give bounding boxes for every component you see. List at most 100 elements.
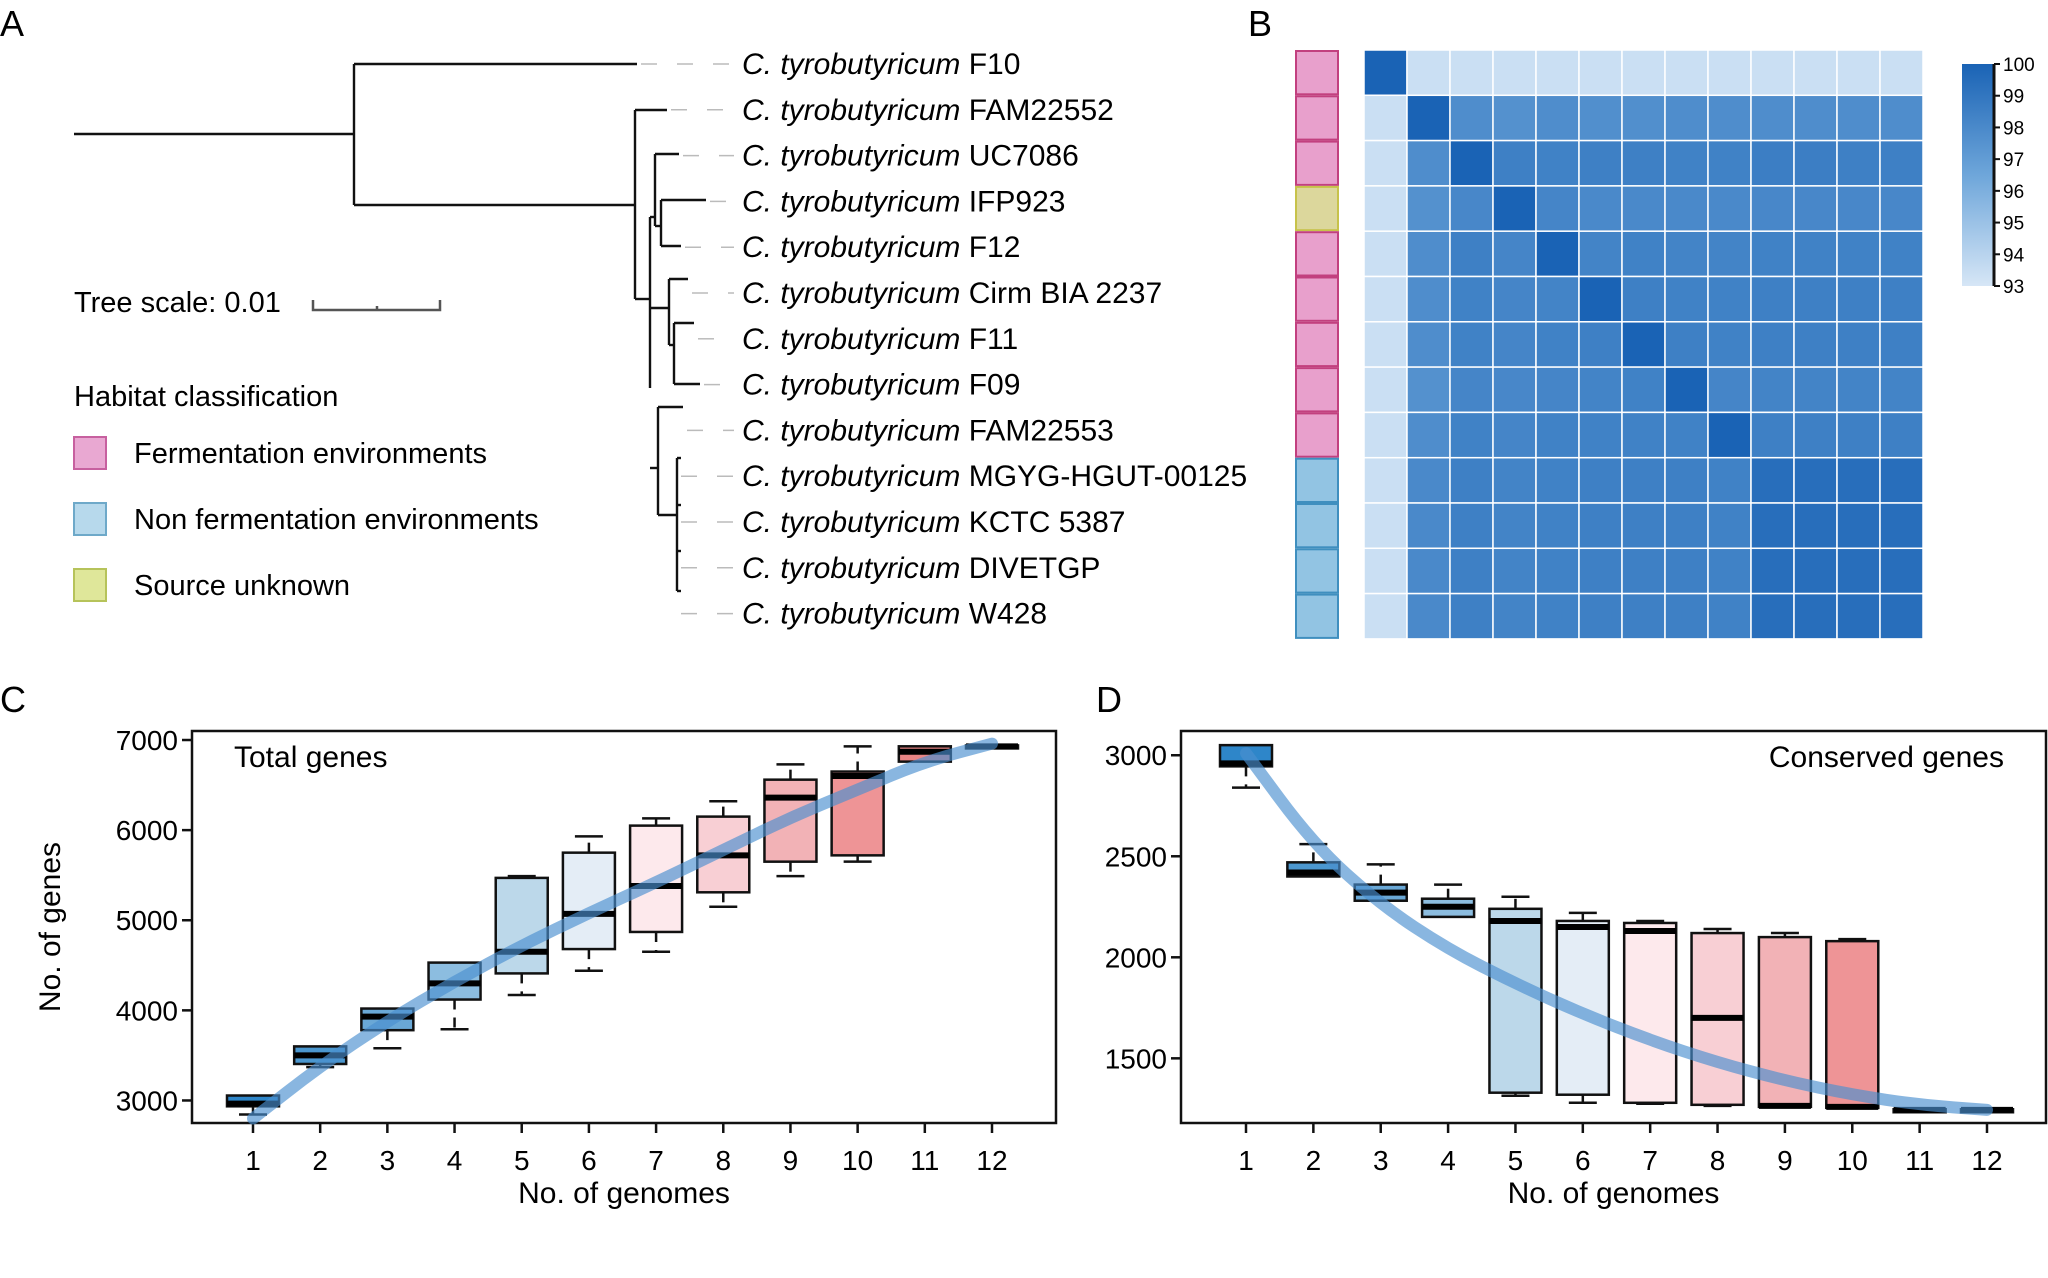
heatmap-cell (1406, 502, 1451, 550)
heatmap-cell (1879, 502, 1924, 550)
tree-scale-bar (311, 300, 442, 312)
heatmap-cell (1492, 94, 1537, 142)
heatmap-cell (1578, 366, 1623, 414)
heatmap-cell (1836, 49, 1881, 97)
heatmap-cell (1363, 49, 1408, 97)
heatmap-cell (1750, 94, 1795, 142)
heatmap-cell (1492, 321, 1537, 368)
tree-scale-label: Tree scale: 0.01 (74, 287, 281, 319)
colorbar-tick-label: 100 (2003, 55, 2035, 76)
heatmap-cell (1535, 94, 1580, 142)
heatmap-cell (1535, 411, 1580, 459)
taxon-label: C. tyrobutyricum MGYG-HGUT-00125 (742, 460, 1247, 493)
y-axis-title: No. of genes (34, 842, 67, 1012)
x-tick-label: 2 (312, 1145, 328, 1176)
heatmap-cell (1750, 411, 1795, 459)
heatmap-cell (1449, 502, 1494, 550)
legend-title: Habitat classification (74, 381, 338, 413)
heatmap-cell (1578, 94, 1623, 142)
y-tick-label: 7000 (116, 725, 178, 756)
heatmap-cell (1363, 139, 1408, 187)
heatmap-cell (1707, 94, 1752, 142)
heatmap-cell (1363, 592, 1408, 640)
panel-label-c: C (0, 679, 26, 720)
heatmap-cell (1664, 275, 1709, 323)
heatmap-cell (1664, 456, 1709, 504)
legend-swatch (73, 436, 107, 470)
taxon-strain: FAM22553 (969, 414, 1114, 447)
heatmap-cell (1707, 366, 1752, 414)
box (1622, 921, 1678, 1105)
heatmap-cell (1793, 321, 1838, 368)
heatmap-cell (1449, 139, 1494, 187)
taxon-genus: C. tyrobutyricum (742, 506, 969, 539)
heatmap-cell (1578, 456, 1623, 504)
heatmap-cell (1535, 366, 1580, 414)
annotation-cell (1295, 457, 1339, 504)
x-tick-label: 7 (1642, 1145, 1658, 1176)
heatmap-cell (1363, 94, 1408, 142)
heatmap-cell (1664, 547, 1709, 595)
heatmap-cell (1793, 139, 1838, 187)
heatmap-cell (1449, 321, 1494, 368)
x-tick-label: 10 (842, 1145, 873, 1176)
heatmap-cell (1793, 49, 1838, 97)
heatmap-cell (1363, 185, 1408, 232)
fit-curve (247, 737, 998, 1125)
heatmap-cell (1750, 502, 1795, 550)
heatmap-cell (1449, 185, 1494, 232)
heatmap-cell (1621, 94, 1666, 142)
heatmap-cell (1406, 185, 1451, 232)
taxon-strain: F11 (969, 323, 1018, 356)
heatmap-cell (1621, 456, 1666, 504)
heatmap-cell (1406, 411, 1451, 459)
colorbar-tick-label: 93 (2003, 277, 2024, 298)
heatmap-cell (1535, 592, 1580, 640)
taxon-label: C. tyrobutyricum FAM22553 (742, 414, 1114, 447)
heatmap-cell (1406, 94, 1451, 142)
taxon-genus: C. tyrobutyricum (742, 460, 969, 493)
x-tick-label: 7 (648, 1145, 664, 1176)
heatmap-cell (1621, 230, 1666, 278)
heatmap-cell (1621, 321, 1666, 368)
box (1825, 939, 1880, 1110)
heatmap-cell (1449, 547, 1494, 595)
heatmap-cell (1793, 547, 1838, 595)
heatmap-cell (1363, 411, 1408, 459)
heatmap-cell (1879, 547, 1924, 595)
heatmap-cell (1879, 185, 1924, 232)
heatmap-cell (1363, 547, 1408, 595)
heatmap-cell (1621, 275, 1666, 323)
heatmap-cell (1707, 502, 1752, 550)
heatmap-cell (1449, 275, 1494, 323)
heatmap-cell (1578, 321, 1623, 368)
heatmap-cell (1836, 185, 1881, 232)
heatmap-cell (1793, 592, 1838, 640)
heatmap-cell (1750, 230, 1795, 278)
x-tick-label: 4 (447, 1145, 463, 1176)
heatmap-cell (1793, 411, 1838, 459)
heatmap-cell (1793, 502, 1838, 550)
heatmap-cell (1621, 592, 1666, 640)
heatmap-cell (1664, 139, 1709, 187)
heatmap-cell (1578, 230, 1623, 278)
heatmap-cell (1406, 321, 1451, 368)
heatmap-cell (1492, 411, 1537, 459)
x-axis-title: No. of genomes (1508, 1177, 1720, 1210)
colorbar-tick-label: 95 (2003, 214, 2024, 235)
taxon-strain: IFP923 (969, 185, 1066, 218)
heatmap-cell (1836, 592, 1881, 640)
taxon-strain: F10 (969, 48, 1021, 81)
y-tick-label: 4000 (116, 995, 178, 1026)
heatmap-cell (1621, 411, 1666, 459)
heatmap-cell (1664, 411, 1709, 459)
heatmap-cell (1535, 547, 1580, 595)
heatmap-cell (1793, 275, 1838, 323)
taxon-strain: F12 (969, 231, 1021, 264)
heatmap-cell (1578, 411, 1623, 459)
heatmap-cell (1836, 275, 1881, 323)
heatmap-cell (1793, 185, 1838, 232)
heatmap-cell (1664, 185, 1709, 232)
heatmap-cell (1707, 49, 1752, 97)
heatmap-cell (1621, 139, 1666, 187)
